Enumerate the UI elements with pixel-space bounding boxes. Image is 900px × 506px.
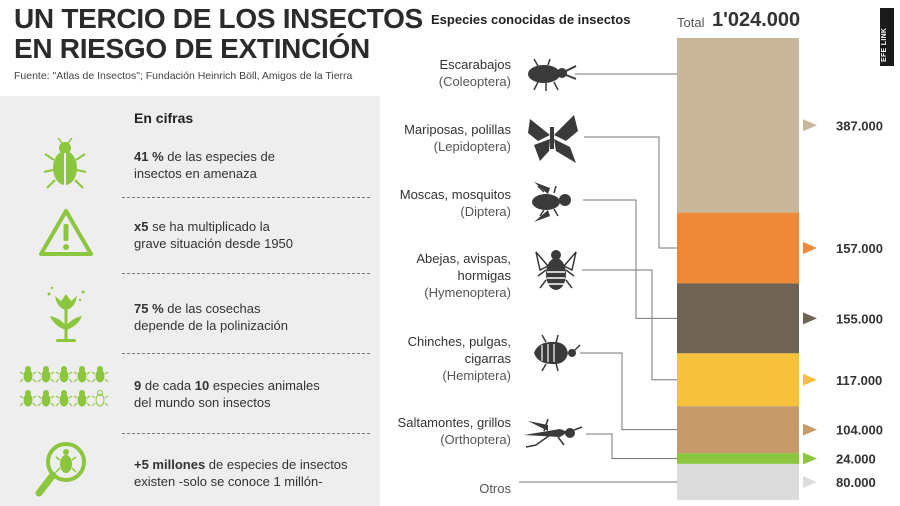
grasshopper-icon [524, 418, 583, 448]
fact-text: 9 de cada 10 especies animales del mundo… [134, 378, 320, 410]
order-label-coleoptera: Escarabajos (Coleoptera) [438, 57, 511, 89]
order-label-diptera: Moscas, mosquitos (Diptera) [399, 187, 511, 219]
source-note: Fuente: "Atlas de Insectos"; Fundación H… [14, 70, 353, 82]
title-line-2: EN RIESGO DE EXTINCIÓN [14, 33, 370, 64]
bee-icon [535, 250, 577, 290]
chart-title: Especies conocidas de insectos [431, 12, 631, 27]
bar-segment-hymenoptera [677, 353, 799, 407]
bar-segment-diptera [677, 283, 799, 354]
value-arrow [803, 312, 817, 325]
value-label: 24.000 [836, 451, 876, 466]
brand-logo: EFE LINK [880, 8, 894, 66]
warning-icon [39, 209, 93, 256]
order-label-otros: Otros [479, 481, 511, 496]
butterfly-icon [528, 115, 578, 163]
bar-segment-otros [677, 463, 799, 500]
bug-icon [534, 334, 581, 372]
value-label: 157.000 [836, 241, 883, 256]
fact-text: +5 millones de especies de insectos exis… [134, 457, 348, 489]
value-label: 387.000 [836, 118, 883, 133]
value-arrow [803, 452, 817, 465]
total-value: 1'024.000 [712, 9, 801, 31]
divider [122, 197, 370, 198]
beetle-icon [43, 138, 87, 189]
page-title: UN TERCIO DE LOS INSECTOS EN RIESGO DE E… [14, 4, 423, 64]
fact-text: 41 % de las especies de insectos en amen… [134, 149, 275, 181]
value-label: 80.000 [836, 475, 876, 490]
value-label: 117.000 [836, 373, 882, 388]
divider [122, 273, 370, 274]
value-arrow [803, 373, 817, 386]
order-label-lepidoptera: Mariposas, polillas (Lepidoptera) [404, 122, 511, 154]
beetle-icon [528, 58, 577, 91]
connector-line [582, 269, 677, 381]
bar-segment-coleoptera [677, 38, 799, 213]
connector-line [586, 433, 677, 459]
order-label-hemiptera: Chinches, pulgas, cigarras (Hemiptera) [407, 334, 511, 383]
facts-heading: En cifras [134, 110, 194, 126]
facts-panel: En cifras 41 % de las especies de insect… [0, 96, 380, 506]
connector-line [580, 352, 677, 431]
value-label: 104.000 [836, 423, 883, 438]
divider [122, 353, 370, 354]
total-label: Total [677, 15, 705, 30]
title-line-1: UN TERCIO DE LOS INSECTOS [14, 3, 423, 34]
bar-segment-hemiptera [677, 406, 799, 454]
connector-line [583, 199, 677, 319]
value-arrow [803, 475, 817, 488]
fact-text: x5 se ha multiplicado la grave situación… [134, 219, 294, 251]
fly-icon [532, 182, 571, 222]
order-label-hymenoptera: Abejas, avispas, hormigas (Hymenoptera) [416, 251, 511, 300]
bar-segment-lepidoptera [677, 212, 799, 284]
flower-icon [47, 286, 85, 342]
value-arrow [803, 242, 817, 255]
value-label: 155.000 [836, 311, 883, 326]
value-arrow [803, 119, 817, 132]
brand-logo-text: EFE LINK [881, 27, 888, 62]
value-arrow [803, 423, 817, 436]
order-label-orthoptera: Saltamontes, grillos (Orthoptera) [397, 415, 511, 447]
magnifier-icon [35, 442, 86, 497]
fact-text: 75 % de las cosechas depende de la polin… [134, 301, 288, 333]
connector-line [584, 136, 677, 249]
bar-segment-orthoptera [677, 453, 799, 464]
insect-grid-icon [20, 366, 109, 407]
divider [122, 433, 370, 434]
